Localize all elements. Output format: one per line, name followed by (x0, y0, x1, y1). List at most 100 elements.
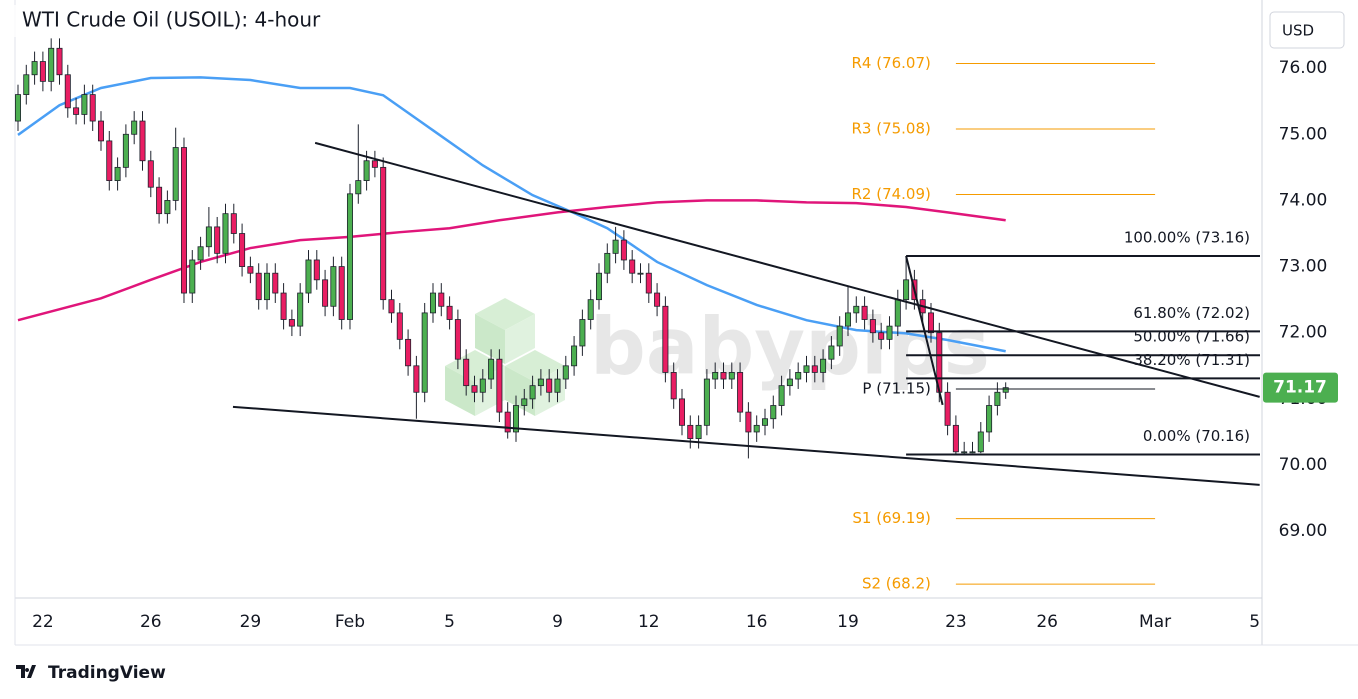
candle-body (180, 147, 187, 294)
candle-body (313, 259, 320, 281)
candle-body (529, 385, 536, 400)
currency-box (1269, 11, 1345, 49)
candle-body (23, 74, 30, 95)
candle-body (239, 233, 246, 267)
candle-body (454, 319, 461, 360)
candle-body (703, 378, 710, 426)
watermark-cube (505, 350, 565, 382)
candle-body (189, 259, 196, 294)
y-tick-label: 73.00 (1279, 257, 1328, 277)
pivot-label: S2 (68.2) (862, 575, 931, 593)
candle-body (795, 372, 802, 380)
logo-icon (16, 665, 36, 678)
candle-body (346, 193, 353, 320)
fib-label: 50.00% (71.66) (1133, 328, 1250, 346)
candle-body (48, 47, 55, 82)
moving-average (17, 199, 1006, 322)
candle-body (927, 312, 934, 334)
candle-body (986, 405, 993, 433)
x-tick-label: Mar (1139, 612, 1171, 632)
candle-body (280, 292, 287, 320)
candle-body (786, 378, 793, 387)
candle-body (479, 378, 486, 393)
candle-body (56, 47, 63, 76)
candle-body (106, 140, 113, 181)
x-tick-label: 26 (1036, 612, 1058, 632)
candle-body (753, 424, 760, 433)
candle-body (139, 120, 146, 162)
candle-body (114, 166, 121, 181)
candle-body (214, 226, 221, 254)
y-tick-label: 70.00 (1279, 455, 1328, 475)
last-price-label: 71.17 (1273, 378, 1327, 398)
watermark-cube (475, 314, 505, 364)
pivot-label: P (71.15) (862, 379, 930, 397)
candle-body (712, 372, 719, 380)
candle-body (836, 325, 843, 347)
x-tick-label: 12 (638, 612, 660, 632)
candle-body (81, 94, 88, 115)
candle-body (620, 239, 627, 261)
candle-body (554, 378, 561, 393)
candle-body (820, 358, 827, 373)
candle-body (521, 398, 528, 406)
candle-body (504, 411, 511, 433)
candle-body (463, 358, 470, 387)
candle-body (844, 312, 851, 327)
logo-text: TradingView (48, 663, 166, 683)
candle-body (546, 378, 553, 393)
candle-body (579, 319, 586, 347)
candle-body (230, 213, 237, 234)
candle-body (728, 372, 735, 380)
candle-body (562, 365, 569, 380)
candle-body (247, 266, 254, 274)
candle-body (322, 279, 329, 307)
watermark: babypips (445, 298, 990, 416)
candle-body (678, 398, 685, 426)
candle-body (446, 305, 453, 320)
candle-body (604, 252, 611, 274)
x-tick-label: 26 (140, 612, 162, 632)
candle-body (687, 424, 694, 439)
candle-body (255, 272, 262, 301)
candle-body (886, 325, 893, 340)
watermark-cube (475, 298, 535, 330)
candle-body (438, 292, 445, 307)
candle-body (164, 200, 171, 215)
candle-body (770, 405, 777, 420)
candle-body (172, 147, 179, 201)
candle-body (396, 312, 403, 340)
x-tick-label: 5 (1249, 612, 1260, 632)
candle-body (645, 272, 652, 294)
candle-body (371, 160, 378, 168)
logo: TradingView (16, 663, 166, 683)
candle-body (944, 391, 951, 426)
candle-body (39, 61, 46, 82)
candle-body (662, 305, 669, 373)
candle-body (338, 266, 345, 320)
x-tick-label: 23 (945, 612, 967, 632)
y-tick-label: 75.00 (1279, 124, 1328, 144)
candle-body (429, 292, 436, 314)
candle-body (197, 246, 204, 261)
candle-body (380, 166, 387, 301)
x-tick-label: 16 (746, 612, 768, 632)
candle-body (73, 107, 80, 115)
fib-label: 0.00% (70.16) (1143, 427, 1250, 445)
y-tick-label: 69.00 (1279, 521, 1328, 541)
x-tick-label: 19 (837, 612, 859, 632)
fib-label: 38.20% (71.31) (1133, 351, 1250, 369)
currency: USD (1282, 22, 1314, 40)
candle-body (537, 378, 544, 387)
candle-body (869, 319, 876, 334)
fib-label: 100.00% (73.16) (1124, 229, 1250, 247)
candle-body (977, 431, 984, 453)
candle-body (330, 266, 337, 307)
candle-body (778, 385, 785, 406)
candle-body (612, 239, 619, 254)
pivot-label: S1 (69.19) (852, 509, 930, 527)
plot: R4 (76.07) R3 (75.08) R2 (74.09) P (71.15) S… (14, 38, 1260, 593)
candle-body (14, 94, 21, 122)
candle-body (222, 213, 229, 254)
